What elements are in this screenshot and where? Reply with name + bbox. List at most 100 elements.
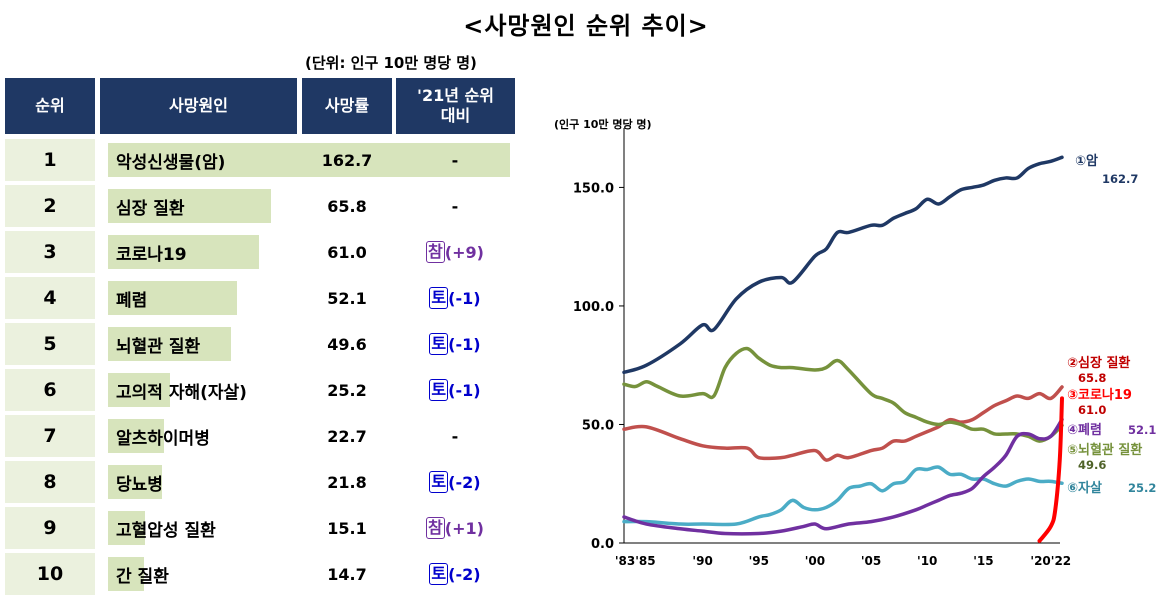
rate-cell: 61.0	[327, 242, 367, 262]
rank-change-delta: -	[451, 196, 459, 216]
rank-change-cell: 참 (+1)	[396, 507, 514, 549]
rate-bar	[108, 143, 510, 177]
series-value-6: 25.2	[1128, 481, 1156, 495]
cause-cell: 코로나19	[116, 244, 187, 265]
series-line-1	[622, 155, 1064, 375]
series-value-2: 65.8	[1078, 371, 1106, 385]
rank-change-badge: 참	[426, 517, 445, 539]
rank-change-cell: 토 (-2)	[396, 553, 514, 595]
header-rate: 사망률	[302, 78, 392, 134]
x-tick-label: '83'85	[615, 554, 656, 568]
rate-bar	[108, 189, 271, 223]
rank-change-badge: 토	[429, 379, 449, 401]
x-tick-label: '15	[973, 554, 993, 568]
rate-bar	[108, 419, 165, 453]
rank-cell: 2	[5, 185, 95, 227]
series-line-6	[622, 465, 1064, 527]
x-tick-label: '10	[917, 554, 937, 568]
rate-bar	[108, 511, 146, 545]
cause-cell: 뇌혈관 질환	[116, 336, 201, 357]
rank-change-cell: 토 (-1)	[396, 277, 514, 319]
cause-cell: 당뇨병	[116, 474, 163, 495]
series-label-2: ②심장 질환	[1067, 355, 1130, 371]
y-tick-label: 150.0	[573, 181, 614, 196]
series-label-1: ①암	[1075, 153, 1098, 169]
rank-change-delta: (-2)	[448, 472, 481, 492]
series-line-4	[622, 417, 1064, 536]
rank-change-cell: 토 (-2)	[396, 461, 514, 503]
rate-cell: 52.1	[327, 288, 367, 308]
rate-cell: 25.2	[327, 380, 367, 400]
rank-cell: 10	[5, 553, 95, 595]
series-value-3: 61.0	[1078, 403, 1106, 417]
rank-cell: 8	[5, 461, 95, 503]
rank-change-cell: -	[396, 415, 514, 457]
y-tick-label: 100.0	[573, 300, 614, 315]
header-cause: 사망원인	[100, 78, 297, 134]
rate-bar	[108, 327, 231, 361]
rank-cell: 3	[5, 231, 95, 273]
x-tick-label: '05	[861, 554, 881, 568]
y-tick-label: 0.0	[591, 537, 614, 552]
cause-cell: 알츠하이머병	[116, 428, 210, 449]
x-tick-label: '20'22	[1030, 554, 1071, 568]
rank-change-delta: (+9)	[444, 242, 484, 262]
series-line-2	[622, 385, 1064, 462]
cause-cell: 악성신생물(암)	[116, 152, 226, 173]
rank-change-delta: (-1)	[448, 380, 481, 400]
series-value-5: 49.6	[1078, 458, 1106, 472]
rank-change-cell: -	[396, 139, 514, 181]
header-rank: 순위	[5, 78, 95, 134]
rank-cell: 9	[5, 507, 95, 549]
series-label-4: ④폐렴	[1067, 423, 1102, 438]
rank-change-badge: 토	[429, 333, 449, 355]
rank-cell: 6	[5, 369, 95, 411]
cause-cell: 폐렴	[116, 290, 148, 311]
rate-bar	[108, 235, 259, 269]
rate-cell: 21.8	[327, 472, 367, 492]
rate-bar	[108, 281, 237, 315]
trend-chart: (인구 10만 명당 명) 0.0 50.0 100.0 150.0 '83'85 '90 '…	[554, 117, 1156, 568]
series-label-5: ⑤뇌혈관 질환	[1067, 442, 1142, 458]
rate-bar	[108, 557, 145, 591]
rank-cell: 7	[5, 415, 95, 457]
rate-cell: 14.7	[327, 564, 367, 584]
x-tick-label: '00	[805, 554, 825, 568]
y-axis-title: (인구 10만 명당 명)	[554, 117, 652, 131]
rank-change-badge: 참	[426, 241, 445, 263]
rate-bar	[108, 373, 171, 407]
rank-change-delta: (+1)	[444, 518, 484, 538]
header-change: '21년 순위 대비	[396, 78, 515, 134]
rank-change-delta: -	[451, 426, 459, 446]
cause-cell: 간 질환	[116, 566, 169, 587]
series-value-1: 162.7	[1102, 172, 1138, 186]
rank-cell: 1	[5, 139, 95, 181]
rank-change-cell: 참 (+9)	[396, 231, 514, 273]
rank-change-delta: -	[451, 150, 459, 170]
x-tick-label: '90	[692, 554, 712, 568]
series-value-4: 52.1	[1128, 423, 1156, 437]
rank-change-badge: 토	[429, 471, 449, 493]
rank-change-delta: (-2)	[448, 564, 481, 584]
series-label-3: ③코로나19	[1067, 387, 1132, 403]
series-label-6: ⑥자살	[1067, 480, 1102, 496]
rank-change-delta: (-1)	[448, 288, 481, 308]
rank-change-cell: -	[396, 185, 514, 227]
rate-cell: 65.8	[327, 196, 367, 216]
cause-cell: 고의적 자해(자살)	[116, 382, 247, 403]
series-line-3	[1037, 396, 1064, 543]
rank-change-cell: 토 (-1)	[396, 369, 514, 411]
rank-change-badge: 토	[429, 287, 449, 309]
x-tick-label: '95	[749, 554, 769, 568]
rate-cell: 49.6	[327, 334, 367, 354]
cause-cell: 심장 질환	[116, 198, 185, 219]
rank-change-delta: (-1)	[448, 334, 481, 354]
rate-cell: 162.7	[321, 150, 373, 170]
rank-cell: 4	[5, 277, 95, 319]
rank-cell: 5	[5, 323, 95, 365]
y-tick-label: 50.0	[582, 418, 614, 433]
rate-cell: 22.7	[327, 426, 367, 446]
page-title: <사망원인 순위 추이>	[463, 12, 709, 40]
cause-cell: 고혈압성 질환	[116, 520, 216, 541]
rate-cell: 15.1	[327, 518, 367, 538]
